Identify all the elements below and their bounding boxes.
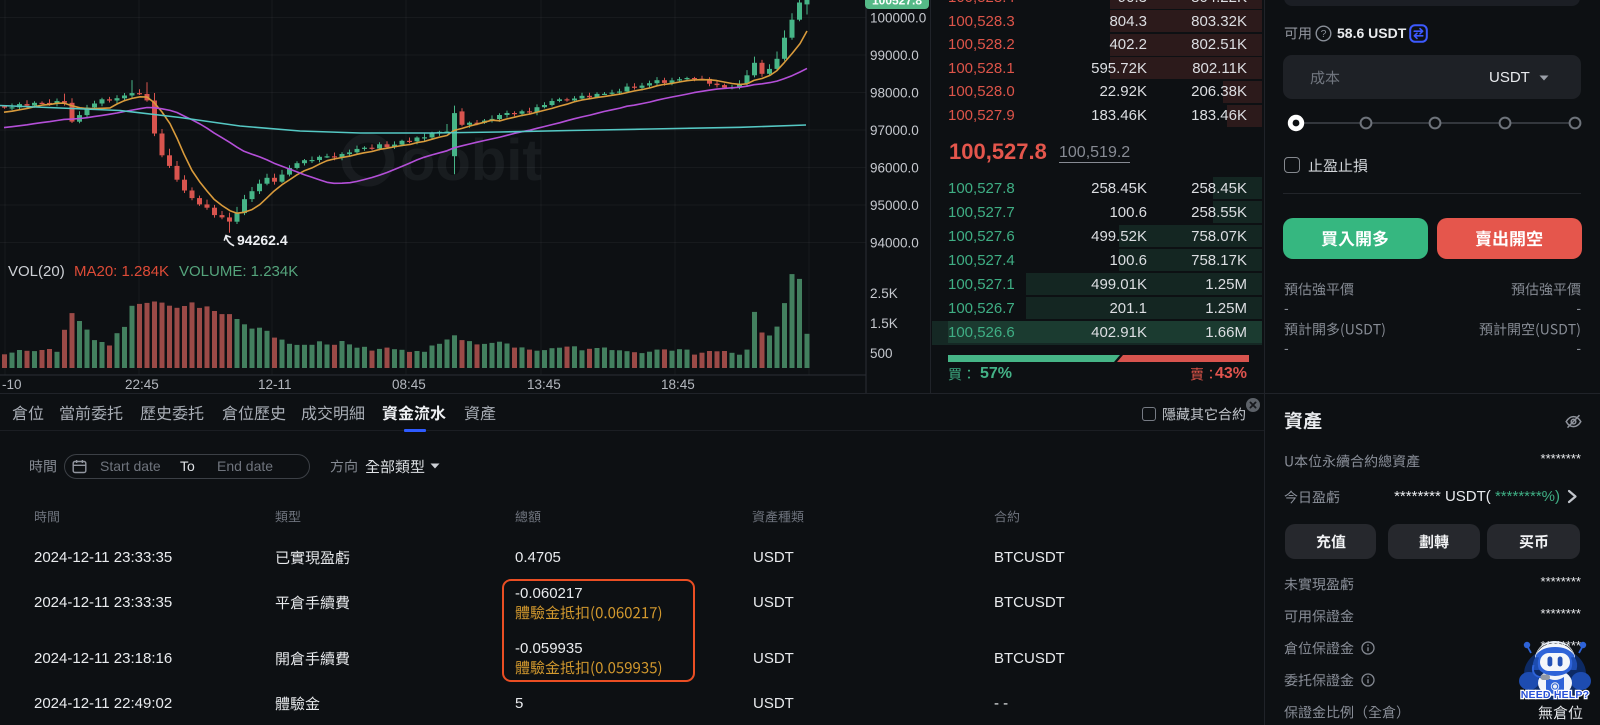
svg-text:96000.0: 96000.0	[870, 161, 919, 176]
svg-text:08:45: 08:45	[392, 377, 426, 392]
svg-text:100527.8: 100527.8	[872, 0, 922, 8]
svg-text:NEED HELP?: NEED HELP?	[1521, 689, 1590, 701]
svg-text:VOL(20): VOL(20)	[8, 263, 65, 280]
svg-text:100000.0: 100000.0	[870, 11, 926, 26]
svg-text:500: 500	[870, 346, 893, 361]
svg-text:97000.0: 97000.0	[870, 123, 919, 138]
svg-text:94262.4: 94262.4	[237, 232, 288, 248]
svg-text:-10: -10	[2, 377, 22, 392]
svg-text:2.5K: 2.5K	[870, 286, 898, 301]
svg-text:99000.0: 99000.0	[870, 48, 919, 63]
svg-text:?: ?	[1321, 28, 1327, 40]
svg-text:oobit: oobit	[400, 128, 542, 193]
svg-text:MA20: 1.284K: MA20: 1.284K	[74, 263, 169, 280]
svg-text:94000.0: 94000.0	[870, 236, 919, 251]
svg-text:95000.0: 95000.0	[870, 198, 919, 213]
svg-text:98000.0: 98000.0	[870, 86, 919, 101]
svg-text:13:45: 13:45	[527, 377, 561, 392]
svg-text:22:45: 22:45	[125, 377, 159, 392]
svg-text:18:45: 18:45	[661, 377, 695, 392]
svg-text:12-11: 12-11	[258, 377, 292, 392]
svg-text:1.5K: 1.5K	[870, 316, 898, 331]
svg-text:VOLUME: 1.234K: VOLUME: 1.234K	[179, 263, 298, 280]
